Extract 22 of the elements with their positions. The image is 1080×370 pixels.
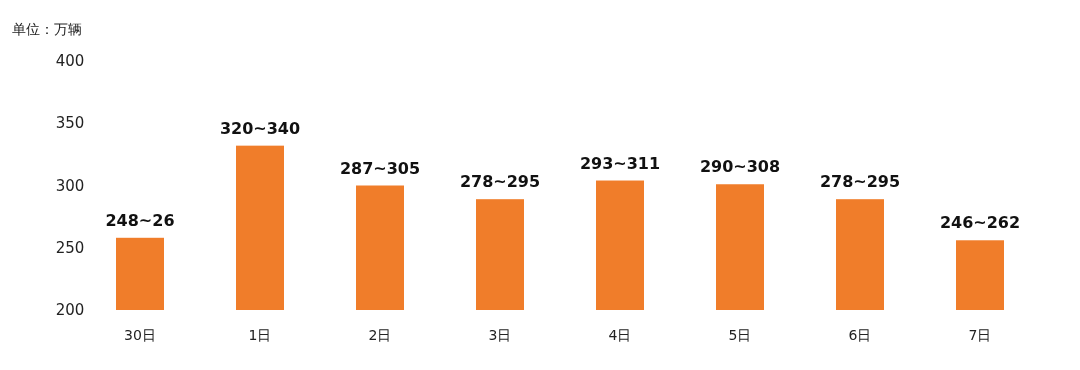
y-tick-label: 400	[55, 52, 85, 70]
annotation: 287~305	[339, 158, 421, 178]
annotation: 278~295	[459, 172, 541, 192]
x-tick-label: 4日	[608, 327, 632, 343]
annotation: 320~340	[219, 118, 301, 138]
x-tick-label: 6日	[848, 327, 872, 343]
annotation: 290~308	[699, 157, 781, 177]
annotation: 293~311	[579, 153, 661, 173]
x-tick-label: 1日	[248, 327, 272, 343]
x-tick-label: 2日	[368, 327, 392, 343]
x-tick-label: 3日	[488, 327, 512, 343]
annotation: 246~262	[939, 213, 1021, 233]
x-tick-label: 30日	[124, 327, 156, 343]
y-tick-label: 350	[55, 114, 85, 133]
x-tick-label: 7日	[968, 327, 992, 343]
y-tick-label: 200	[55, 301, 85, 319]
y-tick-label: 250	[55, 238, 85, 257]
x-tick-label: 5日	[728, 327, 752, 343]
y-axis-title: 单位：万辆	[12, 21, 82, 37]
annotation: 248~26	[105, 210, 175, 230]
y-tick-label: 300	[55, 176, 85, 195]
annotation: 278~295	[819, 172, 901, 192]
